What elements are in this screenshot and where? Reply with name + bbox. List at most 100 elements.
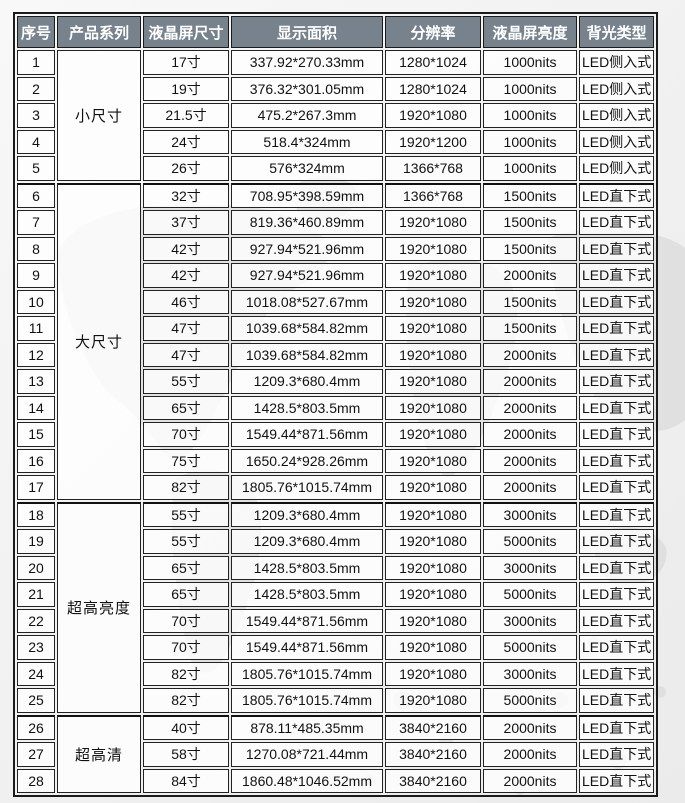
table-row: 25 82寸 1805.76*1015.74mm 1920*1080 5000nits L… (17, 688, 655, 713)
resolution-cell: 3840*2160 (385, 742, 481, 767)
row-number-cell: 18 (17, 501, 55, 527)
product-series-cell: 大尺寸 (57, 182, 141, 500)
row-number-cell: 25 (17, 688, 55, 713)
brightness-cell: 3000nits (483, 501, 577, 527)
table-row: 23 70寸 1549.44*871.56mm 1920*1080 5000nits LE… (17, 635, 655, 660)
brightness-cell: 3000nits (483, 555, 577, 580)
row-number-cell: 14 (17, 395, 55, 420)
screen-size-cell: 32寸 (143, 182, 229, 208)
resolution-cell: 1920*1080 (385, 395, 481, 420)
brightness-cell: 5000nits (483, 635, 577, 660)
screen-size-cell: 70寸 (143, 422, 229, 447)
brightness-cell: 2000nits (483, 768, 577, 793)
display-area-cell: 475.2*267.3mm (231, 103, 383, 128)
header-backlight-type: 背光类型 (579, 16, 655, 48)
table-row: 6 大尺寸 32寸 708.95*398.59mm 1366*768 1500nits LE… (17, 182, 655, 500)
screen-size-cell: 82寸 (143, 661, 229, 686)
row-number-cell: 2 (17, 76, 55, 101)
resolution-cell: 1920*1080 (385, 448, 481, 473)
display-area-cell: 927.94*521.96mm (231, 263, 383, 288)
table-row: 7 37寸 819.36*460.89mm 1920*1080 1500nits LED直… (17, 210, 655, 235)
screen-size-cell: 47寸 (143, 342, 229, 367)
resolution-cell: 3840*2160 (385, 714, 481, 740)
product-series-cell: 超高亮度 (57, 501, 141, 713)
row-number-cell: 16 (17, 448, 55, 473)
row-number-cell: 22 (17, 608, 55, 633)
brightness-cell: 2000nits (483, 395, 577, 420)
backlight-cell: LED直下式 (579, 661, 655, 686)
brightness-cell: 2000nits (483, 714, 577, 740)
screen-size-cell: 40寸 (143, 714, 229, 740)
screen-size-cell: 37寸 (143, 210, 229, 235)
resolution-cell: 1280*1024 (385, 50, 481, 75)
brightness-cell: 1000nits (483, 76, 577, 101)
row-number-cell: 27 (17, 742, 55, 767)
brightness-cell: 3000nits (483, 608, 577, 633)
display-area-cell: 878.11*485.35mm (231, 714, 383, 740)
resolution-cell: 1920*1080 (385, 289, 481, 314)
backlight-cell: LED直下式 (579, 501, 655, 527)
backlight-cell: LED直下式 (579, 395, 655, 420)
backlight-cell: LED直下式 (579, 210, 655, 235)
resolution-cell: 1920*1080 (385, 236, 481, 261)
header-brightness: 液晶屏亮度 (483, 16, 577, 48)
backlight-cell: LED直下式 (579, 582, 655, 607)
table-row: 15 70寸 1549.44*871.56mm 1920*1080 2000nits LE… (17, 422, 655, 447)
backlight-cell: LED直下式 (579, 369, 655, 394)
brightness-cell: 5000nits (483, 529, 577, 554)
product-series-cell: 超高清 (57, 714, 141, 793)
row-number-cell: 6 (17, 182, 55, 208)
screen-size-cell: 65寸 (143, 555, 229, 580)
backlight-cell: LED直下式 (579, 316, 655, 341)
brightness-cell: 1000nits (483, 156, 577, 181)
resolution-cell: 1920*1080 (385, 422, 481, 447)
screen-size-cell: 55寸 (143, 501, 229, 527)
header-serial-number: 序号 (17, 16, 55, 48)
brightness-cell: 2000nits (483, 263, 577, 288)
screen-size-cell: 55寸 (143, 529, 229, 554)
screen-size-cell: 47寸 (143, 316, 229, 341)
resolution-cell: 1920*1080 (385, 661, 481, 686)
screen-size-cell: 55寸 (143, 369, 229, 394)
resolution-cell: 1920*1080 (385, 582, 481, 607)
table-row: 17 82寸 1805.76*1015.74mm 1920*1080 2000nits L… (17, 475, 655, 500)
resolution-cell: 1366*768 (385, 182, 481, 208)
brightness-cell: 2000nits (483, 422, 577, 447)
backlight-cell: LED直下式 (579, 555, 655, 580)
display-area-cell: 576*324mm (231, 156, 383, 181)
table-row: 1 小尺寸 17寸 337.92*270.33mm 1280*1024 1000nits L… (17, 50, 655, 181)
table-row: 14 65寸 1428.5*803.5mm 1920*1080 2000nits LED直… (17, 395, 655, 420)
backlight-cell: LED直下式 (579, 635, 655, 660)
resolution-cell: 1366*768 (385, 156, 481, 181)
backlight-cell: LED直下式 (579, 422, 655, 447)
resolution-cell: 1920*1080 (385, 608, 481, 633)
resolution-cell: 3840*2160 (385, 768, 481, 793)
lcd-spec-table: 序号 产品系列 液晶屏尺寸 显示面积 分辨率 液晶屏亮度 背光类型 1 小尺寸 17… (13, 12, 659, 797)
resolution-cell: 1920*1080 (385, 263, 481, 288)
backlight-cell: LED直下式 (579, 342, 655, 367)
backlight-cell: LED直下式 (579, 714, 655, 740)
brightness-cell: 2000nits (483, 448, 577, 473)
brightness-cell: 2000nits (483, 742, 577, 767)
display-area-cell: 1549.44*871.56mm (231, 635, 383, 660)
row-number-cell: 17 (17, 475, 55, 500)
header-product-series: 产品系列 (57, 16, 141, 48)
backlight-cell: LED直下式 (579, 529, 655, 554)
row-number-cell: 23 (17, 635, 55, 660)
display-area-cell: 1209.3*680.4mm (231, 529, 383, 554)
screen-size-cell: 17寸 (143, 50, 229, 75)
table-row: 18 超高亮度 55寸 1209.3*680.4mm 1920*1080 3000nits… (17, 501, 655, 713)
product-series-cell: 小尺寸 (57, 50, 141, 181)
resolution-cell: 1920*1080 (385, 316, 481, 341)
display-area-cell: 1039.68*584.82mm (231, 342, 383, 367)
brightness-cell: 1500nits (483, 182, 577, 208)
display-area-cell: 1209.3*680.4mm (231, 369, 383, 394)
backlight-cell: LED侧入式 (579, 103, 655, 128)
table-row: 5 26寸 576*324mm 1366*768 1000nits LED侧入式 (17, 156, 655, 181)
resolution-cell: 1920*1080 (385, 369, 481, 394)
screen-size-cell: 65寸 (143, 582, 229, 607)
resolution-cell: 1920*1080 (385, 342, 481, 367)
brightness-cell: 5000nits (483, 688, 577, 713)
screen-size-cell: 84寸 (143, 768, 229, 793)
resolution-cell: 1920*1080 (385, 635, 481, 660)
